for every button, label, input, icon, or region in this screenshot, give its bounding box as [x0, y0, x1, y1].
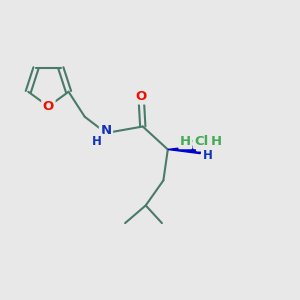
Text: H: H: [180, 135, 191, 148]
Text: H: H: [197, 137, 207, 150]
Text: Cl: Cl: [194, 135, 209, 148]
Text: O: O: [43, 100, 54, 113]
Polygon shape: [168, 146, 200, 154]
Text: O: O: [136, 90, 147, 103]
Text: H: H: [202, 149, 212, 162]
Text: N: N: [100, 124, 112, 137]
Text: H: H: [92, 135, 102, 148]
Text: N: N: [202, 137, 213, 150]
Text: H: H: [211, 135, 222, 148]
